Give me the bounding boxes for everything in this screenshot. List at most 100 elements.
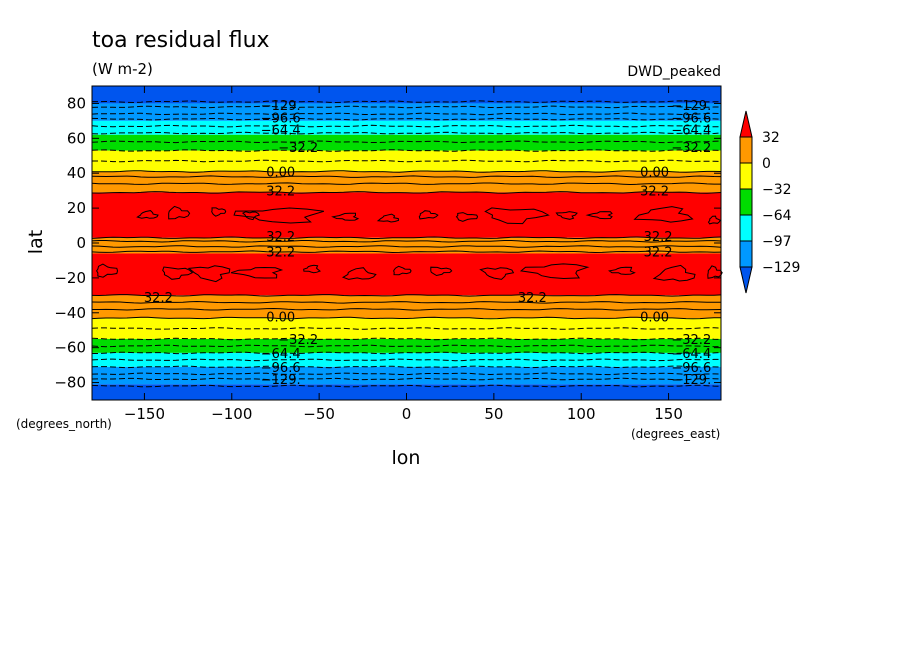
colorbar-arrow-top [739, 110, 753, 138]
fill-band [92, 86, 721, 104]
contour-line [92, 170, 722, 173]
colorbar-label: −129 [762, 260, 800, 276]
y-tick-label: −60 [54, 339, 86, 357]
contour-cell [484, 207, 550, 225]
contour-label: −64.4 [671, 347, 711, 362]
contour-cell [303, 264, 321, 274]
fill-band [92, 103, 721, 121]
contour-line [92, 351, 722, 355]
y-tick-label: −40 [54, 304, 86, 322]
contour-label: −96.6 [671, 361, 711, 376]
contour-line [91, 327, 722, 330]
contour-line [91, 300, 722, 304]
fill-band [92, 171, 721, 193]
contour-cell [233, 207, 325, 224]
x-tick-label: 50 [484, 405, 503, 423]
contour-line [91, 372, 722, 376]
contour-line [91, 236, 722, 239]
x-units-label: (degrees_east) [631, 427, 720, 441]
fill-band [92, 384, 721, 400]
contour-label: −129. [671, 373, 711, 388]
contour-cell [241, 211, 260, 221]
contour-cell [341, 267, 377, 280]
contour-label: 32.2 [644, 230, 673, 245]
contour-cell [430, 266, 453, 277]
contour-cell [633, 206, 694, 223]
fill-band [92, 338, 721, 353]
contour-label: 32.2 [144, 291, 173, 306]
contour-line [91, 117, 722, 121]
contour-cell [168, 205, 191, 220]
contour-line [91, 112, 722, 116]
contour-line [91, 245, 722, 248]
x-tick-label: 100 [567, 405, 596, 423]
contour-line [92, 307, 722, 311]
contour-line [91, 182, 721, 186]
contour-label: −96.6 [261, 111, 301, 126]
contour-line [91, 250, 722, 254]
contour-cell [95, 263, 119, 278]
colorbar-label: −64 [762, 208, 792, 224]
y-tick-label: 80 [67, 94, 86, 112]
contour-label: −32.2 [671, 141, 711, 156]
contour-label: −32.2 [278, 333, 318, 348]
contour-cell [707, 215, 722, 225]
plot-area: −129.−96.6−64.4−32.20.0032.232.232.232.2… [54, 85, 723, 423]
contour-label: 32.2 [266, 246, 295, 261]
contour-cell [230, 266, 284, 279]
contour-line [91, 337, 722, 341]
contour-cell [585, 211, 613, 220]
contour-line [92, 159, 722, 163]
contour-label: 32.2 [644, 246, 673, 261]
fill-band [92, 352, 721, 367]
x-tick-label: 0 [402, 405, 412, 423]
chart-units: (W m-2) [92, 60, 153, 78]
contour-label: −32.2 [278, 141, 318, 156]
fill-band [92, 120, 721, 135]
contour-label: 32.2 [266, 230, 295, 245]
colorbar-label: −97 [762, 234, 792, 250]
contour-label: −96.6 [261, 361, 301, 376]
x-tick-label: −150 [124, 405, 165, 423]
contour-cell [331, 212, 360, 221]
y-tick-label: 20 [67, 199, 86, 217]
colorbar-segment [739, 162, 753, 190]
contour-label: 0.00 [266, 310, 295, 325]
x-axis-label: lon [392, 447, 421, 469]
contour-line [91, 105, 721, 109]
colorbar-arrow-bottom [739, 266, 753, 294]
model-label: DWD_peaked [627, 64, 721, 80]
contour-cell [136, 210, 159, 219]
contour-cell [211, 207, 227, 217]
y-tick-label: −80 [54, 374, 86, 392]
contour-line [91, 149, 722, 152]
contour-cell [519, 263, 590, 280]
y-units-label: (degrees_north) [16, 417, 112, 431]
contour-line [91, 358, 722, 362]
y-axis-label: lat [25, 230, 47, 254]
contour-cell [455, 212, 479, 222]
contour-label: −64.4 [261, 124, 301, 139]
y-tick-label: 60 [67, 129, 86, 147]
fill-band [92, 150, 721, 172]
contour-cell [187, 265, 231, 283]
y-tick-label: 40 [67, 164, 86, 182]
contour-label: −64.4 [671, 124, 711, 139]
contour-label: 0.00 [266, 165, 295, 180]
contour-label: 0.00 [640, 310, 669, 325]
fill-band [92, 295, 721, 319]
contour-line [91, 377, 722, 381]
contour-line [91, 384, 722, 388]
x-tick-label: −50 [303, 405, 335, 423]
contour-line [91, 175, 722, 178]
chart-title: toa residual flux [92, 28, 270, 53]
contour-label: 32.2 [640, 185, 669, 200]
colorbar-segment [739, 188, 753, 216]
contour-line [91, 124, 721, 128]
contour-label: 0.00 [640, 165, 669, 180]
contour-label: −64.4 [261, 347, 301, 362]
contour-line [91, 344, 722, 348]
fill-band [92, 192, 721, 238]
colorbar-segment [739, 240, 753, 268]
